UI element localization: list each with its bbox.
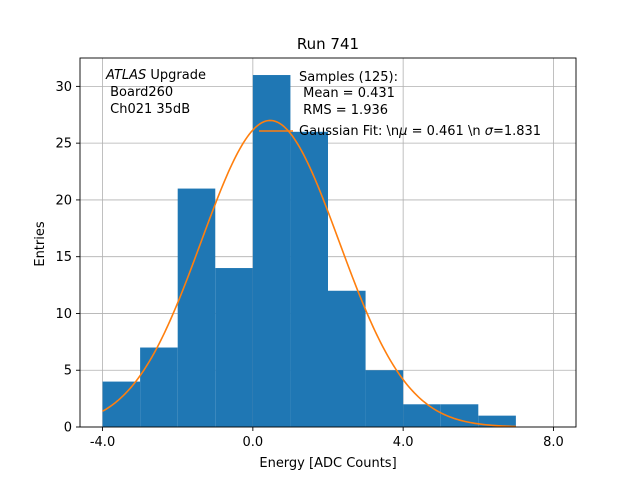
- histogram-bar: [440, 404, 479, 427]
- fit-sigma-symbol: σ: [485, 124, 494, 139]
- histogram-bar: [140, 347, 178, 427]
- x-tick-label: 4.0: [393, 435, 414, 450]
- legend: Samples (125): Mean = 0.431 RMS = 1.936 …: [259, 70, 541, 139]
- gaussian-fit-curve: [102, 119, 516, 428]
- y-tick-label: 5: [64, 364, 72, 379]
- histogram-bar: [403, 404, 441, 427]
- histogram-bar: [328, 290, 366, 427]
- fit-mu-value: = 0.461 \n: [407, 124, 484, 139]
- y-tick-label: 20: [55, 193, 72, 208]
- x-axis-label: Energy [ADC Counts]: [259, 456, 396, 471]
- y-axis: 0 5 10 15 20 25 30: [55, 80, 80, 436]
- histogram-bar: [365, 370, 404, 427]
- x-tick-label: -4.0: [90, 435, 115, 450]
- x-axis: -4.0 0.0 4.0 8.0: [90, 427, 564, 450]
- bars: [102, 75, 516, 428]
- fit-label-text: Gaussian Fit: \n: [299, 124, 399, 139]
- y-axis-label: Entries: [33, 221, 48, 267]
- legend-rms: RMS = 1.936: [299, 103, 388, 118]
- upgrade-word: Upgrade: [146, 68, 206, 83]
- legend-mean: Mean = 0.431: [299, 86, 395, 101]
- y-tick-label: 10: [55, 307, 72, 322]
- x-tick-label: 8.0: [543, 435, 564, 450]
- x-tick-label: 0.0: [243, 435, 264, 450]
- legend-fit-label: Gaussian Fit: \nμ = 0.461 \n σ=1.831: [299, 124, 541, 139]
- atlas-word: ATLAS: [105, 68, 146, 83]
- y-tick-label: 25: [55, 137, 72, 152]
- fit-sigma-value: =1.831: [493, 124, 541, 139]
- histogram-bar: [177, 188, 216, 427]
- histogram-bar: [215, 268, 253, 427]
- board-label: Board260: [106, 85, 173, 100]
- fit-mu-symbol: μ: [398, 124, 407, 139]
- legend-samples: Samples (125):: [299, 70, 398, 85]
- atlas-annotation: ATLAS Upgrade Board260 Ch021 35dB: [105, 68, 206, 117]
- atlas-title: ATLAS Upgrade: [105, 68, 206, 83]
- histogram-bar: [290, 131, 328, 428]
- y-tick-label: 0: [64, 421, 72, 436]
- chart-title: Run 741: [297, 35, 359, 53]
- channel-label: Ch021 35dB: [106, 102, 190, 117]
- axes-frame: [79, 57, 577, 428]
- y-tick-label: 30: [55, 80, 72, 95]
- y-tick-label: 15: [55, 250, 72, 265]
- histogram-bar: [478, 415, 516, 427]
- histogram-bar: [252, 75, 291, 428]
- histogram-bar: [102, 381, 141, 427]
